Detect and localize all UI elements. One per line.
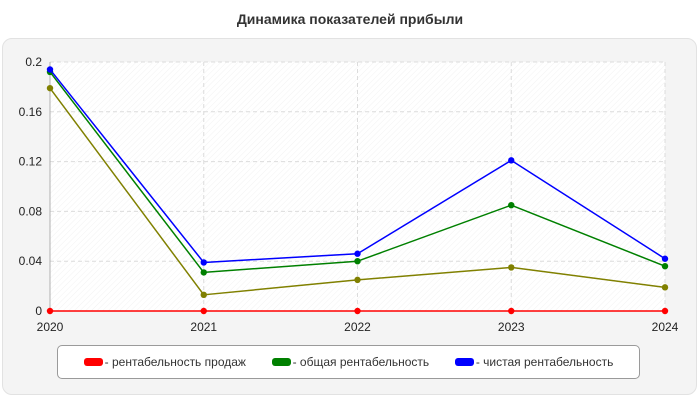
- series-point: [46, 307, 54, 315]
- series-point: [354, 307, 361, 315]
- y-tick-label: 0: [35, 304, 42, 318]
- series-point: [200, 291, 207, 299]
- series-point: [661, 255, 669, 262]
- series-point: [46, 66, 54, 73]
- chart-title: Динамика показателей прибыли: [236, 11, 464, 27]
- series-point: [508, 264, 515, 271]
- series-point: [200, 269, 207, 276]
- series-point: [661, 307, 669, 315]
- series-point: [661, 284, 669, 291]
- series-point: [200, 259, 207, 266]
- series-point: [508, 157, 515, 164]
- series-point: [508, 307, 515, 315]
- series-point: [354, 258, 361, 265]
- legend-item-total-profitability[interactable]: - общая рентабельность: [271, 355, 430, 369]
- series-point: [354, 276, 361, 284]
- legend-swatch-red: [83, 358, 103, 366]
- x-tick-label: 2022: [344, 320, 371, 334]
- plot-area: [50, 62, 665, 311]
- y-tick-label: 0.12: [19, 155, 43, 169]
- y-tick-label: 0.04: [19, 254, 43, 268]
- series-point: [46, 84, 54, 92]
- x-tick-label: 2023: [498, 320, 525, 334]
- x-tick-label: 2020: [37, 320, 64, 334]
- legend-item-net-profitability[interactable]: - чистая рентабельность: [454, 355, 614, 369]
- series-point: [200, 307, 207, 315]
- series-point: [354, 250, 361, 257]
- y-tick-label: 0.16: [19, 105, 43, 119]
- y-tick-label: 0.08: [19, 204, 43, 218]
- legend-label: - рентабельность продаж: [104, 355, 246, 369]
- legend-label: - общая рентабельность: [292, 355, 430, 369]
- legend-label: - чистая рентабельность: [475, 355, 614, 369]
- legend: - рентабельность продаж - общая рентабел…: [57, 345, 640, 379]
- series-point: [508, 201, 515, 209]
- legend-item-sales-profitability[interactable]: - рентабельность продаж: [83, 355, 246, 369]
- series-point: [661, 262, 669, 270]
- legend-swatch-green: [271, 358, 291, 366]
- x-tick-label: 2024: [652, 320, 679, 334]
- y-tick-label: 0.2: [25, 55, 42, 69]
- legend-swatch-blue: [454, 358, 474, 366]
- x-tick-label: 2021: [190, 320, 217, 334]
